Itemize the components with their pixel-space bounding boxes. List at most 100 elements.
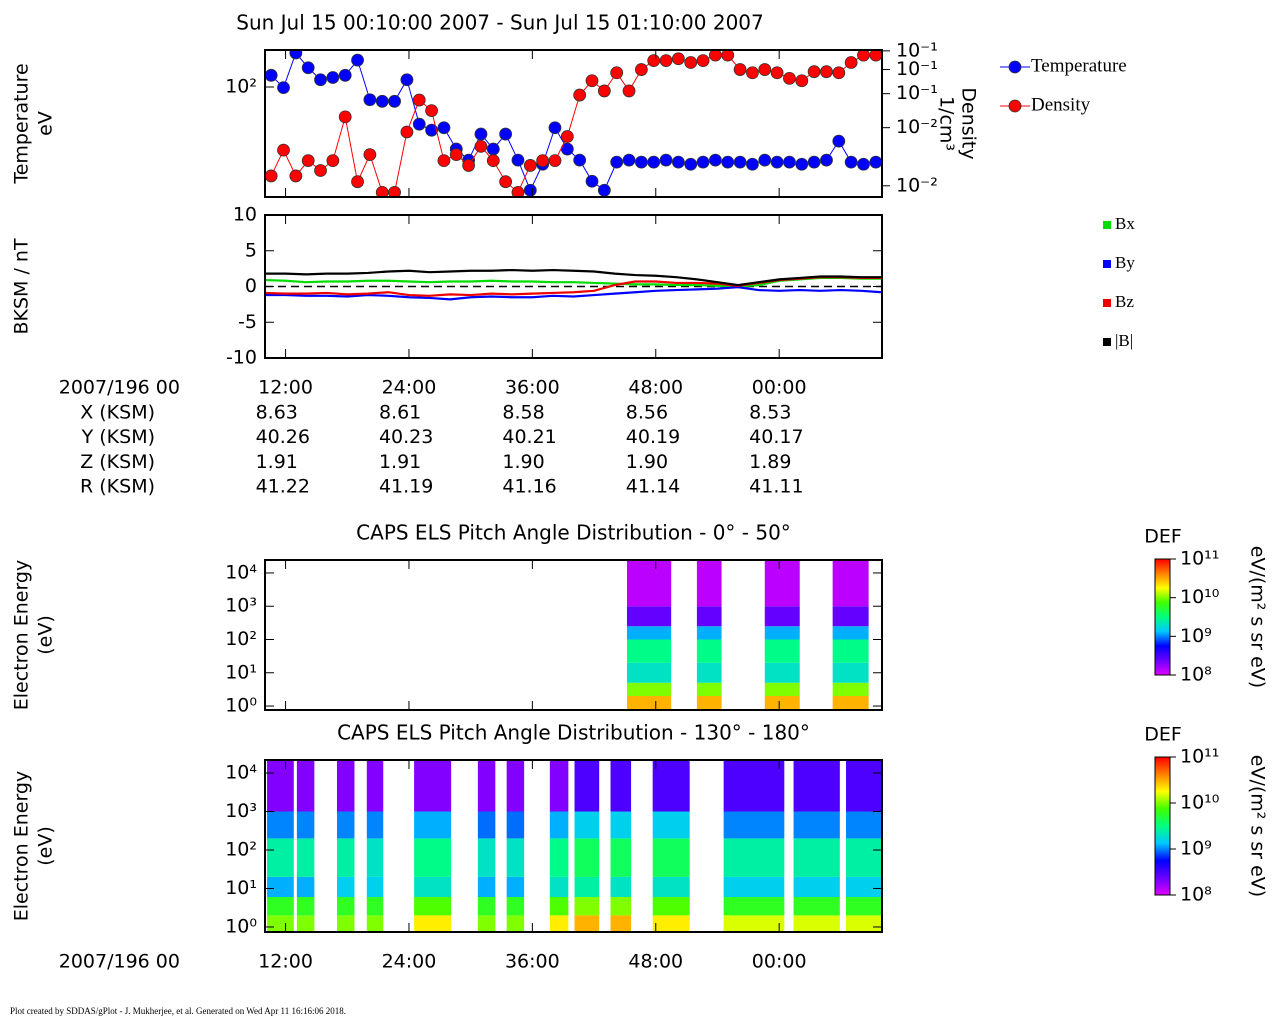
x-tick-label: 12:00 <box>258 377 313 399</box>
ephemeris-label: R (KSM) <box>80 476 155 498</box>
series-marker <box>869 155 882 169</box>
heatmap-cell <box>832 606 869 627</box>
heatmap-cell <box>477 811 496 839</box>
ephemeris-value: 41.11 <box>749 476 803 498</box>
ephemeris-label: Z (KSM) <box>80 451 155 473</box>
legend-marker <box>1008 60 1022 74</box>
series-marker <box>363 93 377 107</box>
heatmap-cell <box>610 876 632 898</box>
ephemeris-label: X (KSM) <box>80 402 155 424</box>
colorbar-title: DEF <box>1144 724 1182 746</box>
heatmap-cell <box>764 606 800 627</box>
heatmap-cell <box>296 876 315 898</box>
ephemeris-value: 40.19 <box>626 426 680 448</box>
heatmap-cell <box>696 626 722 640</box>
series-marker <box>647 54 661 68</box>
series-marker <box>721 155 735 169</box>
heatmap-cell <box>764 626 800 640</box>
series-marker <box>709 153 722 167</box>
plot-area <box>265 50 882 197</box>
y2-tick-label: 10⁻² <box>896 174 938 196</box>
series-marker <box>289 169 303 183</box>
ephemeris-value: 40.26 <box>256 426 310 448</box>
series-marker <box>412 117 426 131</box>
y-axis-label: Electron Energy <box>11 771 33 922</box>
series-marker <box>388 185 401 197</box>
heatmap-cell <box>366 760 384 812</box>
y-tick-label: 10⁴ <box>225 561 257 583</box>
series-marker <box>265 68 278 82</box>
heatmap-cell <box>696 696 722 710</box>
series-marker <box>523 183 537 197</box>
legend-swatch <box>1103 299 1111 307</box>
series-marker <box>277 143 290 157</box>
series-marker <box>573 88 587 102</box>
series-marker <box>610 66 624 80</box>
heatmap-cell <box>610 811 632 839</box>
series-marker <box>511 153 525 167</box>
ephemeris-value: 1.89 <box>749 451 791 473</box>
y-tick-label: 10² <box>225 75 257 97</box>
series-marker <box>265 169 278 183</box>
series-marker <box>351 53 364 67</box>
y-tick-label: 10² <box>225 628 257 650</box>
series-marker <box>696 54 710 68</box>
x-tick-label: 24:00 <box>382 951 437 973</box>
x-tick-label: 00:00 <box>752 377 807 399</box>
heatmap-cell <box>414 838 452 877</box>
y2-tick-label: 10⁻¹ <box>896 58 938 80</box>
heatmap-cell <box>267 838 294 877</box>
colorbar-tick-label: 10⁸ <box>1180 884 1212 906</box>
heatmap-cell <box>652 876 690 898</box>
heatmap-cell <box>506 760 525 812</box>
heatmap-cell <box>793 838 840 877</box>
ephemeris-value: 40.21 <box>502 426 556 448</box>
series-marker <box>289 50 303 60</box>
plot-frame <box>264 559 883 711</box>
y-axis-label: (eV) <box>35 615 57 655</box>
heatmap-cell <box>696 682 722 697</box>
heatmap-cell <box>652 897 690 916</box>
series-marker <box>758 153 772 167</box>
heatmap-cell <box>549 915 569 932</box>
series-marker <box>659 54 673 68</box>
heatmap-cell <box>626 626 672 640</box>
x-axis-label: 2007/196 00 <box>59 377 180 399</box>
colorbar-label: eV/(m² s sr eV) <box>1247 546 1269 688</box>
series-marker <box>721 50 735 62</box>
x-tick-label: 48:00 <box>628 377 683 399</box>
heatmap-cell <box>832 696 869 710</box>
heatmap-cell <box>267 760 294 812</box>
y-axis-label: BKSM / nT <box>11 238 33 334</box>
colorbar <box>1154 558 1171 676</box>
legend-swatch <box>1103 338 1111 346</box>
heatmap-cell <box>764 682 800 697</box>
series-marker <box>338 110 352 124</box>
heatmap-cell <box>336 915 355 932</box>
series-marker <box>758 63 772 76</box>
heatmap-cell <box>696 560 722 607</box>
heatmap-cell <box>723 838 785 877</box>
series-marker <box>351 175 364 189</box>
series-marker <box>314 164 327 177</box>
heatmap-cell <box>296 760 315 812</box>
series-marker <box>326 154 340 168</box>
x-axis-label: 2007/196 00 <box>59 951 180 973</box>
series-marker <box>338 68 352 82</box>
heatmap-cell <box>723 760 785 812</box>
heatmap-cell <box>610 915 632 932</box>
heatmap-cell <box>610 838 632 877</box>
y-tick-label: -5 <box>238 311 257 333</box>
series-marker <box>795 157 809 171</box>
series-line <box>265 286 882 301</box>
legend-label: Temperature <box>1031 55 1127 76</box>
y-tick-label: 0 <box>245 275 257 297</box>
heatmap-cell <box>574 760 600 812</box>
heatmap-cell <box>414 876 452 898</box>
colorbar-tick-label: 10¹¹ <box>1180 548 1219 570</box>
heatmap-cell <box>549 838 569 877</box>
ephemeris-value: 8.56 <box>626 402 668 424</box>
heatmap-cell <box>336 876 355 898</box>
series-marker <box>486 154 500 168</box>
heatmap-cell <box>506 876 525 898</box>
